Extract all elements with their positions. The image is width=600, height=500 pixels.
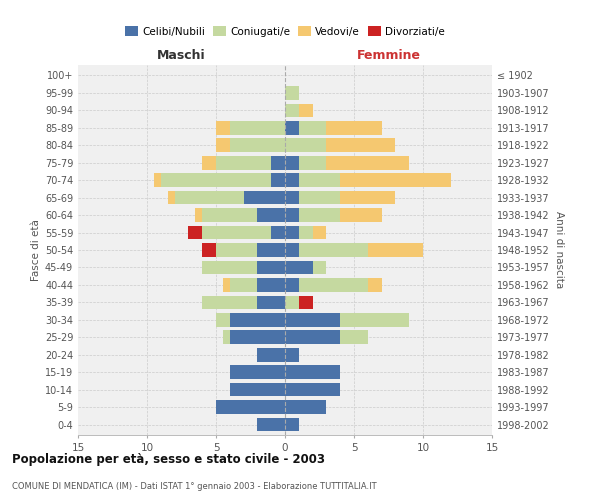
Y-axis label: Anni di nascita: Anni di nascita (554, 212, 563, 288)
Bar (285, 400, 326, 414)
Bar (285, 104, 299, 117)
Bar (244, 191, 285, 204)
Legend: Celibi/Nubili, Coniugati/e, Vedovi/e, Divorziati/e: Celibi/Nubili, Coniugati/e, Vedovi/e, Di… (121, 22, 449, 40)
Text: Femmine: Femmine (356, 48, 421, 62)
Bar (285, 121, 299, 134)
Bar (230, 383, 285, 396)
Bar (285, 260, 313, 274)
Bar (271, 156, 285, 170)
Bar (285, 278, 299, 291)
Bar (154, 174, 161, 187)
Bar (188, 226, 202, 239)
Bar (175, 191, 244, 204)
Bar (299, 156, 326, 170)
Bar (230, 121, 285, 134)
Bar (326, 156, 409, 170)
Bar (202, 243, 216, 257)
Bar (216, 121, 230, 134)
Bar (257, 208, 285, 222)
Bar (216, 313, 230, 326)
Bar (257, 260, 285, 274)
Bar (202, 208, 257, 222)
Bar (202, 296, 257, 309)
Bar (285, 366, 340, 379)
Bar (230, 366, 285, 379)
Bar (285, 313, 340, 326)
Bar (285, 383, 340, 396)
Bar (230, 138, 285, 152)
Bar (216, 243, 257, 257)
Bar (285, 174, 299, 187)
Bar (313, 226, 326, 239)
Bar (285, 138, 326, 152)
Bar (285, 330, 340, 344)
Y-axis label: Fasce di età: Fasce di età (31, 219, 41, 281)
Text: COMUNE DI MENDATICA (IM) - Dati ISTAT 1° gennaio 2003 - Elaborazione TUTTITALIA.: COMUNE DI MENDATICA (IM) - Dati ISTAT 1°… (12, 482, 377, 491)
Bar (257, 243, 285, 257)
Bar (299, 226, 313, 239)
Bar (216, 400, 285, 414)
Text: Maschi: Maschi (157, 48, 206, 62)
Bar (230, 313, 285, 326)
Text: Popolazione per età, sesso e stato civile - 2003: Popolazione per età, sesso e stato civil… (12, 452, 325, 466)
Bar (299, 104, 313, 117)
Bar (257, 296, 285, 309)
Bar (196, 208, 202, 222)
Bar (285, 348, 299, 362)
Bar (271, 174, 285, 187)
Bar (230, 278, 257, 291)
Bar (285, 156, 299, 170)
Bar (285, 296, 299, 309)
Bar (299, 278, 368, 291)
Bar (340, 208, 382, 222)
Bar (285, 208, 299, 222)
Bar (299, 174, 340, 187)
Bar (257, 278, 285, 291)
Bar (223, 330, 230, 344)
Bar (202, 226, 271, 239)
Bar (216, 156, 271, 170)
Bar (299, 191, 340, 204)
Bar (285, 418, 299, 432)
Bar (285, 86, 299, 100)
Bar (223, 278, 230, 291)
Bar (168, 191, 175, 204)
Bar (257, 348, 285, 362)
Bar (368, 243, 423, 257)
Bar (257, 418, 285, 432)
Bar (285, 226, 299, 239)
Bar (340, 313, 409, 326)
Bar (368, 278, 382, 291)
Bar (326, 121, 382, 134)
Bar (340, 174, 451, 187)
Bar (216, 138, 230, 152)
Bar (326, 138, 395, 152)
Bar (202, 260, 257, 274)
Bar (285, 243, 299, 257)
Bar (285, 191, 299, 204)
Bar (202, 156, 216, 170)
Bar (299, 208, 340, 222)
Bar (299, 121, 326, 134)
Bar (271, 226, 285, 239)
Bar (161, 174, 271, 187)
Bar (340, 191, 395, 204)
Bar (313, 260, 326, 274)
Bar (340, 330, 368, 344)
Bar (299, 296, 313, 309)
Bar (299, 243, 368, 257)
Bar (230, 330, 285, 344)
